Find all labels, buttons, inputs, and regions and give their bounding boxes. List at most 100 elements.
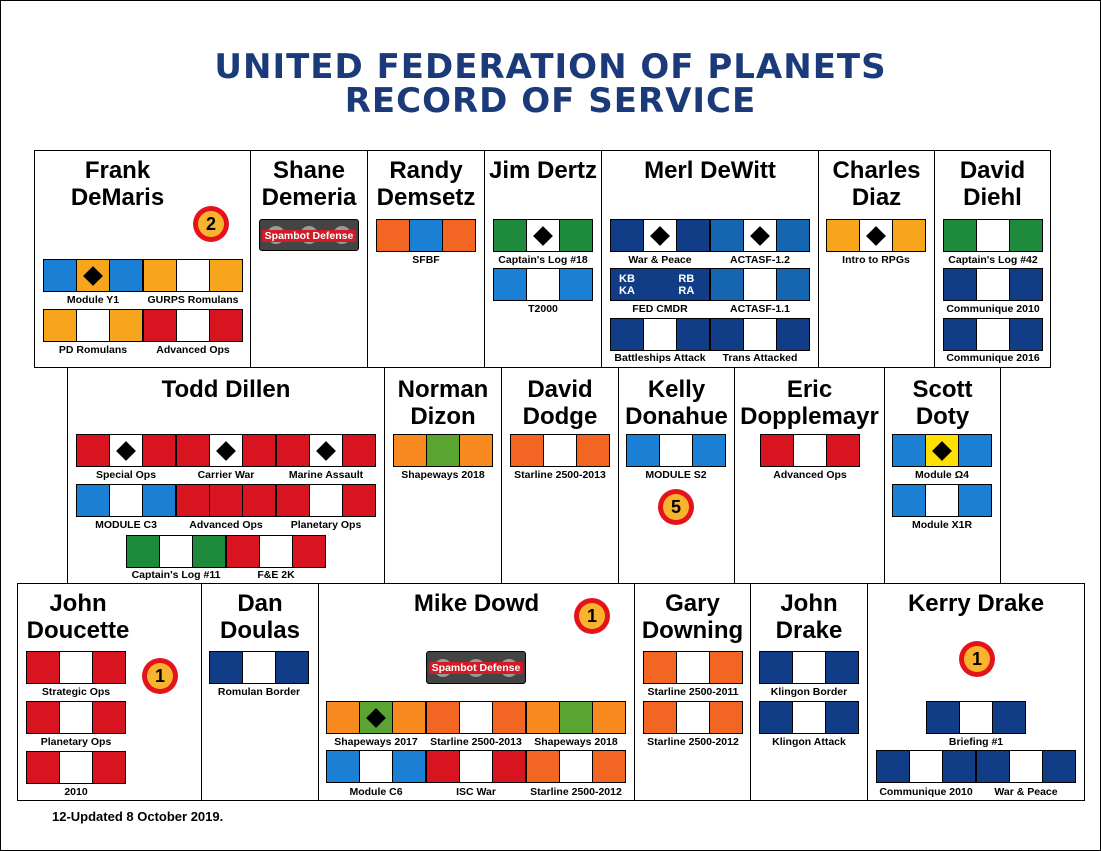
ribbon-label: Shapeways 2018 — [401, 469, 485, 481]
card-shane-demeria: Shane Demeria Spambot Defense — [250, 150, 368, 368]
card-john-drake: John Drake Klingon Border Klingon Attack — [750, 583, 868, 801]
person-name: Randy Demsetz — [376, 157, 476, 211]
ribbon — [826, 219, 926, 252]
ribbon-label: ISC War — [456, 786, 496, 798]
ribbon-label: Captain's Log #11 — [131, 569, 221, 581]
ribbon-label: SFBF — [412, 254, 440, 266]
ribbon — [43, 309, 143, 342]
person-name: Kelly Donahue — [625, 376, 728, 430]
ribbon — [276, 484, 376, 517]
ribbon — [876, 750, 976, 783]
badge-number: 1 — [147, 663, 173, 689]
diamond-icon — [533, 225, 553, 246]
ribbon — [76, 434, 176, 467]
person-name: Gary Downing — [641, 590, 744, 644]
ribbon-label: MODULE C3 — [95, 519, 157, 531]
spambot-ribbon: Spambot Defense — [259, 219, 359, 251]
ribbon — [426, 750, 526, 783]
ribbon-label: Module Ω4 — [915, 469, 969, 481]
ribbon-text: KB KA — [619, 272, 635, 297]
diamond-icon — [932, 440, 952, 461]
diamond-icon — [650, 225, 670, 246]
person-name: David Dodge — [522, 376, 598, 430]
page-subtitle: RECORD OF SERVICE — [344, 81, 757, 121]
person-name: Jim Dertz — [488, 157, 598, 184]
ribbon: KB KA RB RA — [610, 268, 710, 301]
ribbon — [126, 535, 226, 568]
ribbon-label: Advanced Ops — [773, 469, 847, 481]
page-title: UNITED FEDERATION OF PLANETS — [214, 47, 887, 87]
ribbon — [26, 701, 126, 734]
ribbon — [26, 651, 126, 684]
ribbon — [26, 751, 126, 784]
diamond-icon — [866, 225, 886, 246]
ribbon — [892, 484, 992, 517]
ribbon — [143, 309, 243, 342]
ribbon — [326, 701, 426, 734]
ribbon — [892, 434, 992, 467]
card-charles-diaz: Charles Diaz Intro to RPGs — [818, 150, 935, 368]
ribbon-label: Starline 2500-2012 — [530, 786, 622, 798]
ribbon-label: Romulan Border — [217, 686, 301, 698]
person-name: Todd Dillen — [161, 376, 291, 403]
card-randy-demsetz: Randy Demsetz SFBF — [367, 150, 485, 368]
ribbon — [326, 750, 426, 783]
service-badge: 1 — [142, 658, 178, 694]
ribbon-label: War & Peace — [994, 786, 1058, 798]
ribbon-label: Communique 2016 — [946, 352, 1040, 364]
ribbon-label: T2000 — [528, 303, 558, 315]
ribbon-label: MODULE S2 — [645, 469, 707, 481]
ribbon-label: Klingon Border — [770, 686, 848, 698]
service-badge: 1 — [959, 641, 995, 677]
card-kelly-donahue: Kelly Donahue MODULE S2 5 — [618, 367, 735, 584]
ribbon — [209, 651, 309, 684]
ribbon — [976, 750, 1076, 783]
ribbon-label: Communique 2010 — [879, 786, 973, 798]
badge-number: 1 — [579, 603, 605, 629]
ribbon-label: Starline 2500-2013 — [430, 736, 522, 748]
badge-number: 1 — [964, 646, 990, 672]
ribbon — [510, 434, 610, 467]
ribbon — [493, 219, 593, 252]
ribbon-label: Shapeways 2018 — [534, 736, 618, 748]
person-name: Charles Diaz — [832, 157, 921, 211]
ribbon — [943, 268, 1043, 301]
ribbon-label: ACTASF-1.1 — [730, 303, 790, 315]
ribbon-label: ACTASF-1.2 — [730, 254, 790, 266]
ribbon-label: Captain's Log #18 — [498, 254, 588, 266]
ribbon-label: Klingon Attack — [772, 736, 846, 748]
ribbon — [760, 434, 860, 467]
ribbon-label: Carrier War — [197, 469, 255, 481]
person-name: Eric Dopplemayr — [740, 376, 879, 430]
ribbon-label: Module Y1 — [66, 294, 120, 306]
ribbon-label: Special Ops — [95, 469, 157, 481]
person-name: Mike Dowd — [413, 590, 540, 617]
ribbon-label: Module X1R — [911, 519, 973, 531]
diamond-icon — [83, 265, 103, 286]
card-gary-downing: Gary Downing Starline 2500-2011 Starline… — [634, 583, 751, 801]
ribbon-label: Trans Attacked — [722, 352, 798, 364]
card-eric-dopplemayr: Eric Dopplemayr Advanced Ops — [734, 367, 885, 584]
ribbon — [426, 701, 526, 734]
card-frank-demaris: Frank DeMaris 2 Module Y1 GURPS Romulans… — [34, 150, 251, 368]
ribbon-label: Planetary Ops — [40, 736, 112, 748]
badge-number: 5 — [663, 494, 689, 520]
spambot-label: Spambot Defense — [262, 230, 356, 242]
ribbon — [943, 318, 1043, 351]
ribbon-label: Starline 2500-2013 — [514, 469, 606, 481]
card-dan-doulas: Dan Doulas Romulan Border — [201, 583, 319, 801]
ribbon-label: Strategic Ops — [41, 686, 111, 698]
diamond-icon — [116, 440, 136, 461]
service-badge: 1 — [574, 598, 610, 634]
person-name: Scott Doty — [912, 376, 973, 430]
ribbon-label: Marine Assault — [288, 469, 364, 481]
ribbon — [43, 259, 143, 292]
ribbon-text: RB RA — [678, 272, 695, 297]
person-name: Norman Dizon — [397, 376, 489, 430]
person-name: John Drake — [775, 590, 843, 644]
ribbon — [710, 268, 810, 301]
ribbon-label: GURPS Romulans — [147, 294, 239, 306]
card-mike-dowd: Mike Dowd 1 Spambot Defense Shapeways 20… — [318, 583, 635, 801]
ribbon — [926, 701, 1026, 734]
badge-number: 2 — [198, 211, 224, 237]
